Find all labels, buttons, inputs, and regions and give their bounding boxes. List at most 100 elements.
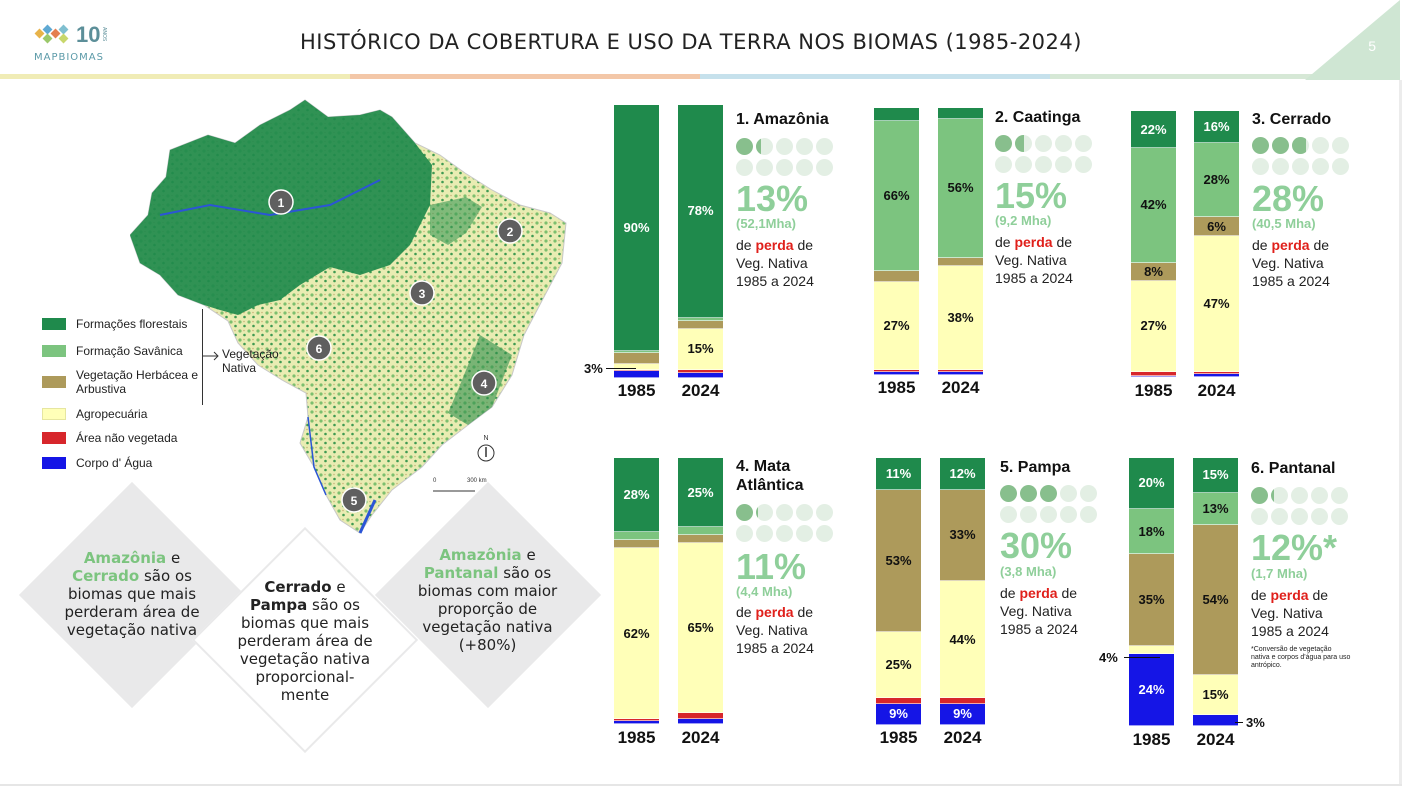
loss-area: (9,2 Mha) xyxy=(995,213,1052,228)
loss-dot xyxy=(776,504,793,521)
bar-segment xyxy=(678,543,723,714)
year-label: 2024 xyxy=(1197,381,1236,400)
logo-badge: 10 xyxy=(76,22,101,47)
loss-dot xyxy=(1015,135,1032,152)
legend-swatch xyxy=(42,376,66,388)
header-stripe-4 xyxy=(1050,74,1400,79)
bar-segment xyxy=(1194,374,1239,377)
bar-segment xyxy=(1194,217,1239,236)
loss-dot xyxy=(1272,158,1289,175)
loss-dot-fill xyxy=(1272,137,1289,154)
loss-dot xyxy=(1080,485,1097,502)
logo-sub: ANOS xyxy=(101,27,107,42)
bar-value-label: 27% xyxy=(1140,318,1167,334)
bar-value-label: 28% xyxy=(623,487,650,503)
legend-label: Vegetação Herbácea e Arbustiva xyxy=(76,368,199,396)
loss-dot xyxy=(816,138,833,155)
biome-title: 2. Caatinga xyxy=(995,109,1081,126)
map-marker-label: 3 xyxy=(419,287,426,301)
bar-segment xyxy=(1131,375,1176,377)
legend-swatch xyxy=(42,457,66,469)
loss-dot-fill xyxy=(736,138,753,155)
loss-dot xyxy=(736,159,753,176)
loss-text-part: de Veg. Nativa 1985 a 2024 xyxy=(1252,237,1330,289)
loss-area: (40,5 Mha) xyxy=(1252,216,1316,231)
bar-segment xyxy=(1193,458,1238,493)
loss-text: de perda de Veg. Nativa 1985 a 2024 xyxy=(1000,584,1098,638)
scale-label: 300 km xyxy=(467,478,487,484)
bar-segment xyxy=(874,270,919,282)
bar-segment xyxy=(940,703,985,725)
bar-segment xyxy=(876,698,921,704)
loss-area: (1,7 Mha) xyxy=(1251,566,1308,581)
page-number: 5 xyxy=(1368,38,1376,54)
loss-text-part: de xyxy=(1000,585,1020,601)
loss-dot xyxy=(756,159,773,176)
bar-segment xyxy=(874,121,919,271)
year-label: 1985 xyxy=(1134,381,1173,400)
bar-segment xyxy=(874,108,919,122)
loss-dot-fill xyxy=(756,138,762,155)
loss-dot xyxy=(736,504,753,521)
callout-line xyxy=(606,368,636,369)
logo-text: MAPBIOMAS xyxy=(34,52,104,63)
bar-segment xyxy=(876,458,921,491)
compass-icon xyxy=(477,444,495,462)
legend-bracket xyxy=(202,309,203,405)
bar-segment xyxy=(1131,111,1176,149)
legend-item: Formações florestais xyxy=(42,317,187,331)
loss-dot xyxy=(1075,156,1092,173)
bar-segment xyxy=(1193,715,1238,726)
loss-dot xyxy=(1040,506,1057,523)
mapbiomas-logo-icon xyxy=(34,24,69,44)
loss-dot xyxy=(1332,137,1349,154)
map-marker-4 xyxy=(471,370,497,396)
bar-segment xyxy=(1129,508,1174,555)
year-label: 2024 xyxy=(681,728,720,747)
legend-label: Formações florestais xyxy=(76,317,188,331)
loss-area: (3,8 Mha) xyxy=(1000,564,1057,579)
loss-percent: 28% xyxy=(1252,178,1325,219)
diamond-text-part: e xyxy=(166,549,181,567)
loss-text-part: de xyxy=(1251,587,1271,603)
loss-text-part: de Veg. Nativa 1985 a 2024 xyxy=(736,237,814,289)
loss-dot xyxy=(1312,137,1329,154)
bar-segment xyxy=(938,265,983,370)
brazil-map: 1 2 3 4 5 6 N 0 300 km xyxy=(130,99,567,534)
legend-item: Formação Savânica xyxy=(42,344,183,358)
loss-text: de perda de Veg. Nativa 1985 a 2024 xyxy=(1252,236,1350,290)
loss-dot-fill xyxy=(1000,485,1017,502)
bar-segment xyxy=(938,257,983,266)
loss-percent: 11% xyxy=(736,546,807,587)
bar-value-label: 65% xyxy=(687,620,714,636)
loss-dot xyxy=(756,504,773,521)
loss-dot-fill xyxy=(1015,135,1024,152)
loss-dot-fill xyxy=(1252,137,1269,154)
diamond-text-2: Cerrado e Pampa são os biomas que mais p… xyxy=(234,578,376,704)
callout-label: 3% xyxy=(1246,715,1265,730)
loss-dot xyxy=(756,138,773,155)
bar-segment xyxy=(1194,111,1239,143)
header-stripe-1 xyxy=(0,74,350,79)
loss-dot xyxy=(1000,485,1017,502)
header-stripe-3 xyxy=(700,74,1050,79)
loss-dot xyxy=(736,525,753,542)
diamond-text-part: são os biomas que mais perderam área de … xyxy=(237,596,373,704)
loss-percent: 12%* xyxy=(1251,527,1338,568)
bar-value-label: 33% xyxy=(949,527,976,543)
loss-dot xyxy=(796,159,813,176)
loss-dot xyxy=(1251,508,1268,525)
loss-percent: 13% xyxy=(736,178,809,219)
legend-label: Área não vegetada xyxy=(76,431,178,445)
bar-value-label: 22% xyxy=(1140,121,1167,137)
callout-label: 4% xyxy=(1099,650,1118,665)
legend-swatch xyxy=(42,318,66,330)
bar-segment xyxy=(940,580,985,699)
bar-value-label: 62% xyxy=(623,625,650,641)
loss-dot xyxy=(995,156,1012,173)
loss-text-highlight: perda xyxy=(755,237,794,253)
diamond-text-part: são os biomas que mais perderam área de … xyxy=(64,567,200,639)
year-label: 2024 xyxy=(941,378,980,397)
callout-line xyxy=(1235,722,1243,723)
year-label: 1985 xyxy=(879,728,918,747)
